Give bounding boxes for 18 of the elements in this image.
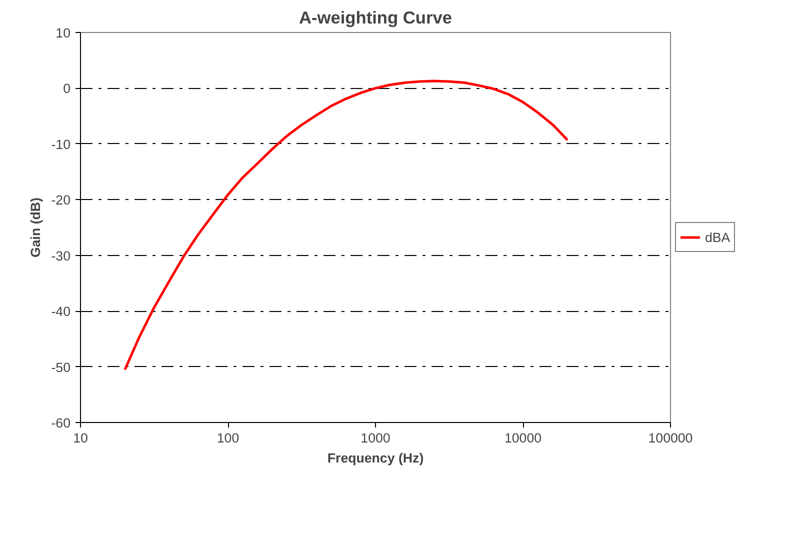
line-series	[124, 80, 569, 371]
y-tick-label: -10	[51, 136, 70, 152]
chart-title: A-weighting Curve	[298, 8, 452, 28]
y-tick-label: 10	[56, 26, 71, 40]
y-tick-label: -20	[51, 192, 70, 208]
y-tick-label: -40	[51, 304, 70, 320]
y-tick-label: -30	[51, 248, 70, 264]
x-tick-label: 100	[216, 430, 240, 446]
y-tick-label: -60	[51, 416, 70, 430]
x-axis-title: Frequency (Hz)	[327, 450, 424, 466]
x-tick-label: 10000	[504, 430, 542, 446]
y-axis-title: Gain (dB)	[28, 198, 44, 258]
legend-label: dBA	[705, 230, 730, 244]
x-tick-label: 100000	[648, 430, 693, 446]
y-tick-label: -50	[51, 360, 70, 375]
x-tick-label: 1000	[360, 430, 390, 446]
y-tick-label: 0	[63, 81, 71, 96]
x-tick-label: 10	[73, 430, 88, 446]
